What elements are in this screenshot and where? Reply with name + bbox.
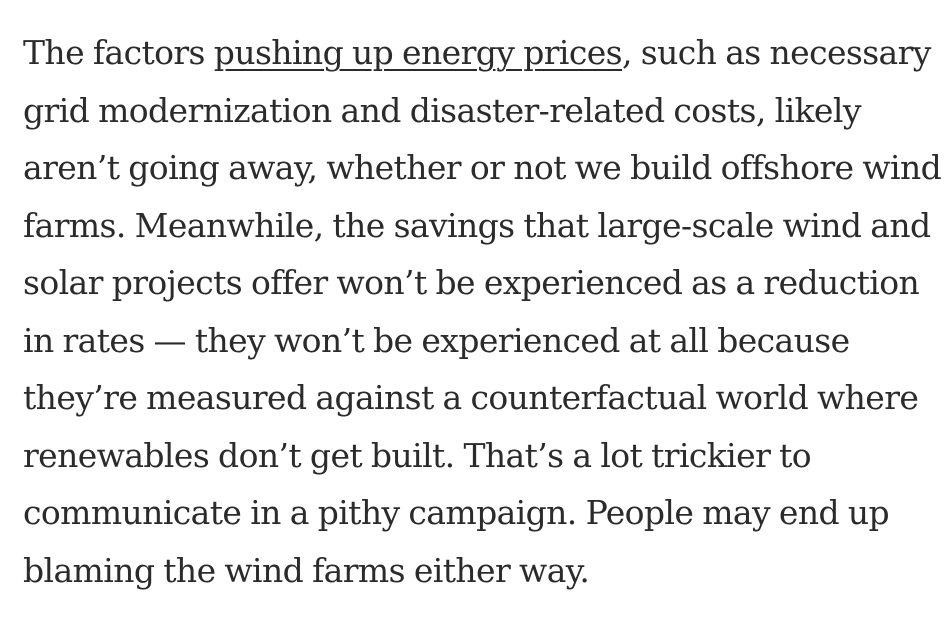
text-line-6: in rates — they won’t be experienced at … [23, 320, 850, 360]
text-segment: The factors [23, 33, 214, 72]
text-line-10: blaming the wind farms either way. [23, 550, 590, 590]
article-body: The factors pushing up energy prices, su… [23, 24, 942, 599]
text-line-4: farms. Meanwhile, the savings that large… [23, 205, 931, 245]
text-segment: , such as necessary [622, 33, 931, 72]
text-line-5: solar projects offer won’t be experience… [23, 263, 920, 302]
text-line-7: they’re measured against a counterfactua… [23, 378, 919, 417]
text-line-9: communicate in a pithy campaign. People … [23, 493, 890, 532]
text-line-2: grid modernization and disaster-related … [23, 90, 861, 130]
text-line-1: The factors pushing up energy prices, su… [23, 24, 938, 82]
text-line-3: aren’t going away, whether or not we bui… [23, 148, 942, 187]
paragraph: The factors pushing up energy prices, su… [23, 24, 942, 599]
text-line-8: renewables don’t get built. That’s a lot… [23, 435, 812, 475]
pushing-up-energy-prices-link[interactable]: pushing up energy prices [213, 33, 623, 72]
